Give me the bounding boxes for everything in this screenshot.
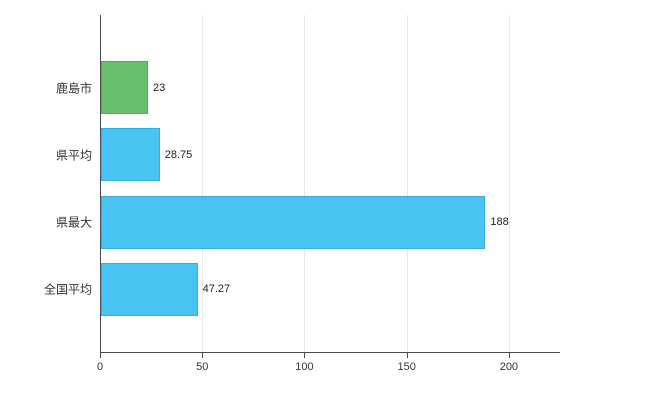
category-label: 全国平均 [43, 282, 92, 297]
x-axis-tick [508, 353, 510, 358]
x-axis-tick [304, 353, 306, 358]
value-label: 28.75 [164, 148, 193, 161]
bar [101, 195, 486, 249]
y-axis-line [100, 15, 101, 353]
gridline [304, 15, 306, 352]
x-axis-tick [202, 353, 204, 358]
value-label: 47.27 [202, 283, 231, 296]
x-axis-tick-label: 50 [196, 361, 209, 373]
x-axis-tick [100, 353, 101, 358]
category-label: 県平均 [55, 148, 92, 163]
x-axis-line [100, 352, 560, 353]
category-label: 鹿島市 [55, 81, 92, 96]
gridline [406, 15, 408, 352]
value-label: 23 [153, 81, 166, 94]
x-axis-tick-label: 200 [499, 361, 519, 373]
gridline [202, 15, 204, 352]
x-axis-tick-label: 100 [295, 361, 314, 373]
category-label: 県最大 [55, 215, 92, 230]
x-axis-tick [406, 353, 408, 358]
bar [101, 128, 160, 182]
bar [101, 262, 198, 316]
value-label: 188 [490, 216, 509, 229]
x-axis-tick-label: 150 [397, 361, 416, 373]
bar [101, 61, 149, 115]
x-axis-tick-label: 0 [96, 361, 104, 373]
gridline [508, 15, 510, 352]
